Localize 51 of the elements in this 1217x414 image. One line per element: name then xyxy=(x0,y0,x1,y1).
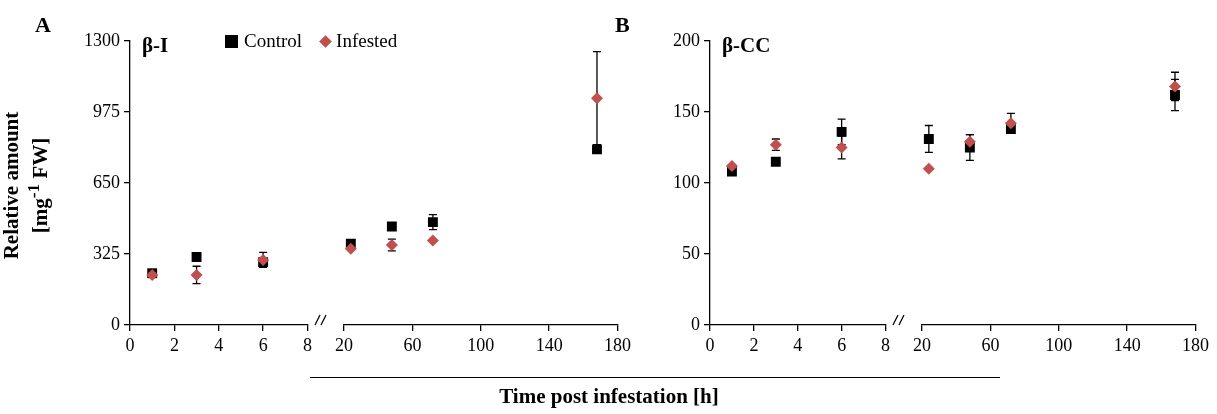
point xyxy=(426,234,439,247)
x-tick-label: 8 xyxy=(881,334,890,355)
y-tick-label: 0 xyxy=(111,313,120,334)
x-tick-label: 2 xyxy=(169,334,179,355)
y-tick-label: 50 xyxy=(682,242,700,263)
x-tick-label: 0 xyxy=(125,334,135,355)
x-axis-title: Time post infestation [h] xyxy=(498,384,720,409)
x-tick-label: 140 xyxy=(1113,334,1141,355)
x-tick-label: 100 xyxy=(467,334,495,355)
point xyxy=(592,144,602,155)
chart-title: β-I xyxy=(142,33,169,58)
x-tick-label: 4 xyxy=(214,334,224,355)
text: B xyxy=(615,12,630,38)
point xyxy=(344,242,357,255)
point xyxy=(836,126,847,137)
x-tick-label: 180 xyxy=(1182,334,1209,355)
x-tick-label: 2 xyxy=(749,334,759,355)
point xyxy=(835,141,848,154)
legend-label: Control xyxy=(244,30,303,52)
y-tick-label: 1300 xyxy=(84,29,120,50)
point xyxy=(922,162,935,175)
y-tick-label: 325 xyxy=(93,242,120,263)
y-tick-label: 975 xyxy=(93,100,120,121)
point xyxy=(386,221,397,232)
y-tick-label: 0 xyxy=(691,313,700,334)
x-tick-label: 0 xyxy=(705,334,715,355)
text: A xyxy=(35,12,51,38)
legend-label: Infested xyxy=(336,30,398,52)
x-tick-label: 100 xyxy=(1045,334,1073,355)
point xyxy=(725,159,738,172)
point xyxy=(1004,117,1017,130)
point xyxy=(1170,90,1180,100)
x-tick-label: 140 xyxy=(535,334,563,355)
x-tick-label: 60 xyxy=(981,334,1000,355)
y-tick-label: 150 xyxy=(673,100,700,121)
x-tick-label: 8 xyxy=(303,334,312,355)
x-tick-label: 60 xyxy=(403,334,422,355)
point xyxy=(1168,80,1181,93)
x-tick-label: 20 xyxy=(913,334,931,355)
point xyxy=(590,92,603,105)
x-tick-label: 20 xyxy=(335,334,353,355)
chart-title: β-CC xyxy=(722,33,771,58)
x-tick-label: 6 xyxy=(258,334,268,355)
x-tick-label: 180 xyxy=(604,334,631,355)
point xyxy=(923,134,934,144)
y-tick-label: 100 xyxy=(673,171,700,192)
point xyxy=(770,156,781,167)
x-tick-label: 6 xyxy=(837,334,847,355)
y-tick-label: 200 xyxy=(673,29,700,50)
y-tick-label: 650 xyxy=(93,171,120,192)
x-tick-label: 4 xyxy=(793,334,803,355)
